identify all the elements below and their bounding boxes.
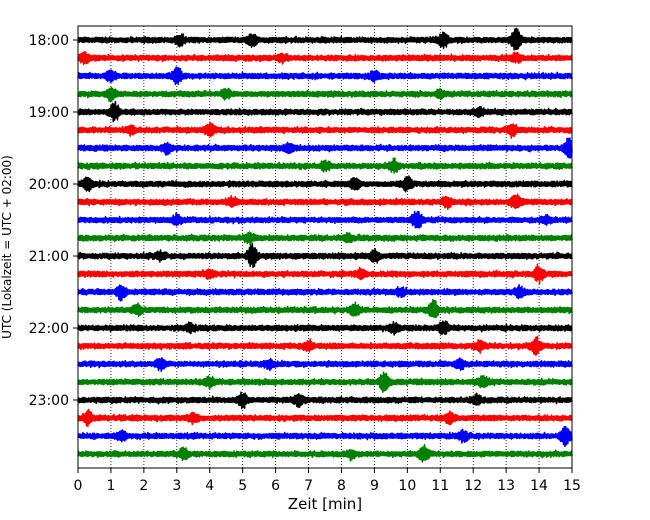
trace-line bbox=[77, 408, 573, 428]
y-tick-label: 20:00 bbox=[29, 177, 69, 193]
x-tick-label: 3 bbox=[172, 478, 181, 494]
trace-line bbox=[77, 121, 573, 139]
x-tick-label: 15 bbox=[563, 478, 581, 494]
x-axis-label: Zeit [min] bbox=[288, 495, 362, 513]
y-tick-label: 22:00 bbox=[29, 321, 69, 337]
trace-line bbox=[77, 391, 573, 410]
trace-line bbox=[77, 193, 573, 211]
trace-line bbox=[77, 242, 573, 269]
trace-line bbox=[77, 27, 573, 51]
trace-line bbox=[77, 263, 573, 285]
x-tick-label: 14 bbox=[530, 478, 548, 494]
x-tick-label: 1 bbox=[106, 478, 115, 494]
x-tick-label: 5 bbox=[238, 478, 247, 494]
x-tick-label: 7 bbox=[304, 478, 313, 494]
trace-line bbox=[77, 320, 573, 336]
x-tick-label: 0 bbox=[74, 478, 83, 494]
y-axis-ticks: 18:00 19:00 20:00 21:00 22:00 23:00 bbox=[29, 33, 78, 409]
trace-line bbox=[77, 50, 573, 66]
y-tick-label: 21:00 bbox=[29, 249, 69, 265]
x-tick-label: 10 bbox=[398, 478, 416, 494]
trace-line bbox=[77, 443, 573, 463]
x-tick-label: 11 bbox=[431, 478, 449, 494]
seismic-traces bbox=[77, 27, 573, 463]
y-tick-label: 19:00 bbox=[29, 105, 69, 121]
trace-line bbox=[77, 175, 573, 193]
x-tick-label: 2 bbox=[139, 478, 148, 494]
y-axis-label: UTC (Lokalzeit = UTC + 02:00) bbox=[0, 155, 14, 339]
x-tick-label: 9 bbox=[370, 478, 379, 494]
plot-frame bbox=[77, 25, 573, 469]
x-tick-label: 6 bbox=[271, 478, 280, 494]
x-tick-label: 12 bbox=[464, 478, 482, 494]
trace-line bbox=[77, 298, 573, 319]
trace-line bbox=[77, 86, 573, 103]
trace-line bbox=[77, 100, 573, 123]
x-axis-ticks: 0 1 2 3 4 5 6 7 8 9 10 11 12 13 14 15 bbox=[74, 468, 581, 494]
trace-line bbox=[77, 284, 573, 302]
x-tick-label: 8 bbox=[337, 478, 346, 494]
trace-line bbox=[77, 231, 573, 246]
trace-line bbox=[77, 356, 573, 372]
x-tick-label: 13 bbox=[497, 478, 515, 494]
trace-line bbox=[77, 371, 573, 393]
trace-line bbox=[77, 335, 573, 356]
trace-line bbox=[77, 425, 573, 448]
trace-line bbox=[77, 66, 573, 86]
x-tick-label: 4 bbox=[205, 478, 214, 494]
trace-line bbox=[77, 210, 573, 229]
trace-line bbox=[77, 137, 573, 159]
y-tick-label: 18:00 bbox=[29, 33, 69, 49]
trace-line bbox=[77, 157, 573, 174]
y-tick-label: 23:00 bbox=[29, 393, 69, 409]
